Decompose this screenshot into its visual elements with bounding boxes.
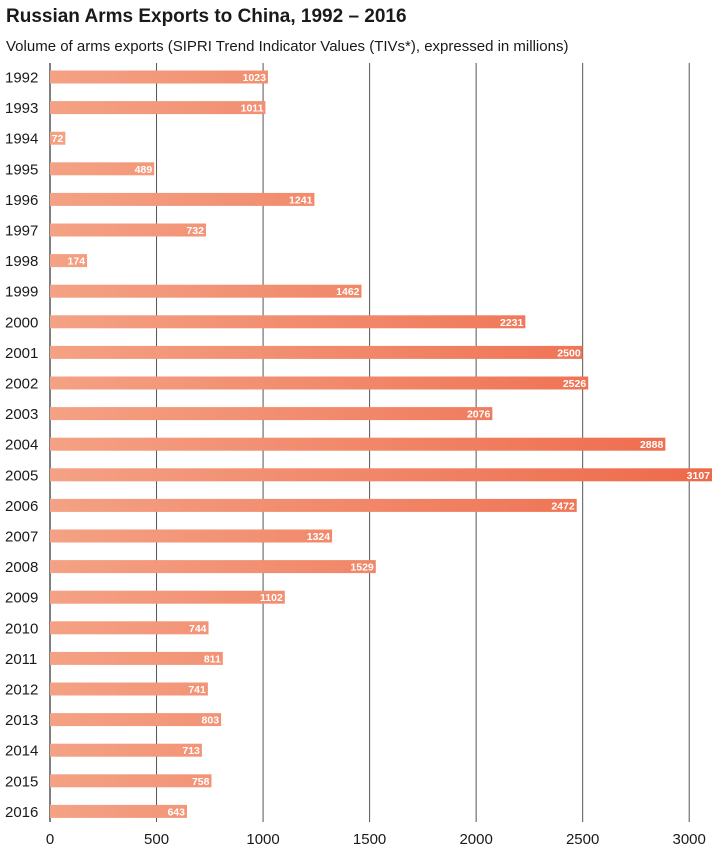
bar — [50, 804, 188, 818]
bar — [50, 743, 202, 757]
data-label: 489 — [135, 164, 153, 176]
bar — [50, 437, 666, 451]
category-label: 2003 — [5, 406, 38, 423]
category-label: 2006 — [5, 498, 38, 515]
data-label: 72 — [52, 133, 64, 145]
data-label: 1102 — [260, 592, 283, 604]
data-label: 2076 — [467, 409, 491, 421]
x-axis-ticks: 0 500 1000 1500 2000 2500 3000 — [46, 831, 706, 848]
category-label: 1992 — [5, 70, 38, 87]
data-label: 2231 — [500, 317, 524, 329]
bar — [50, 498, 577, 512]
chart-subtitle: Volume of arms exports (SIPRI Trend Indi… — [6, 38, 569, 55]
bar — [50, 774, 212, 788]
data-label: 1529 — [350, 562, 374, 574]
data-label: 1023 — [243, 72, 267, 84]
bar — [50, 651, 223, 665]
bar — [50, 315, 526, 329]
category-label: 1999 — [5, 284, 38, 301]
category-label: 1994 — [5, 131, 38, 148]
bar — [50, 131, 66, 145]
data-label: 758 — [192, 776, 210, 788]
data-label: 713 — [182, 745, 200, 757]
data-label: 1324 — [307, 531, 331, 543]
bars: 1023 1011 72 489 1241 732 174 1462 2231 2500 2526 2… — [50, 70, 712, 818]
category-label: 2014 — [5, 743, 38, 760]
category-label: 2000 — [5, 314, 38, 331]
data-label: 3107 — [687, 470, 711, 482]
category-label: 2010 — [5, 620, 38, 637]
category-label: 2015 — [5, 773, 38, 790]
bar — [50, 407, 493, 421]
x-tick-label: 1500 — [353, 831, 386, 848]
category-label: 2012 — [5, 682, 38, 699]
bar — [50, 162, 155, 176]
data-label: 2472 — [551, 500, 575, 512]
data-label: 2888 — [640, 439, 664, 451]
bar — [50, 223, 206, 237]
bar — [50, 101, 266, 115]
bar — [50, 529, 333, 543]
category-label: 1996 — [5, 192, 38, 209]
data-label: 2500 — [557, 347, 581, 359]
category-label: 1993 — [5, 100, 38, 117]
category-label: 1995 — [5, 161, 38, 178]
chart-title: Russian Arms Exports to China, 1992 – 20… — [6, 6, 407, 27]
data-label: 643 — [167, 806, 185, 818]
x-tick-label: 3000 — [673, 831, 706, 848]
x-tick-label: 1000 — [246, 831, 279, 848]
x-tick-label: 0 — [46, 831, 54, 848]
category-label: 2016 — [5, 804, 38, 821]
data-label: 1241 — [289, 194, 313, 206]
category-label: 2009 — [5, 590, 38, 607]
bar — [50, 284, 362, 298]
bar — [50, 254, 88, 268]
bar — [50, 560, 376, 574]
bar — [50, 70, 268, 84]
bar — [50, 468, 712, 482]
category-label: 2011 — [5, 651, 37, 668]
data-label: 732 — [186, 225, 204, 237]
data-label: 174 — [68, 256, 86, 268]
category-label: 2001 — [5, 345, 38, 362]
x-tick-label: 2000 — [459, 831, 492, 848]
bar — [50, 621, 209, 635]
bar — [50, 682, 208, 696]
x-tick-label: 500 — [144, 831, 169, 848]
data-label: 744 — [189, 623, 207, 635]
category-label: 2013 — [5, 712, 38, 729]
data-label: 741 — [188, 684, 206, 696]
bar — [50, 192, 315, 206]
data-label: 803 — [202, 715, 220, 727]
category-label: 2007 — [5, 529, 38, 546]
bar — [50, 713, 222, 727]
x-tick-label: 2500 — [566, 831, 599, 848]
category-label: 2005 — [5, 467, 38, 484]
data-label: 1462 — [336, 286, 360, 298]
category-label: 2002 — [5, 376, 38, 393]
category-label: 1998 — [5, 253, 38, 270]
data-label: 2526 — [563, 378, 587, 390]
category-labels: 1992 1993 1994 1995 1996 1997 1998 1999 2000 2001… — [5, 70, 38, 821]
data-label: 811 — [204, 653, 221, 665]
bar — [50, 345, 583, 359]
category-label: 2004 — [5, 437, 38, 454]
category-label: 2008 — [5, 559, 38, 576]
data-label: 1011 — [241, 103, 264, 115]
bar — [50, 590, 285, 604]
category-label: 1997 — [5, 223, 38, 240]
bar — [50, 376, 589, 390]
